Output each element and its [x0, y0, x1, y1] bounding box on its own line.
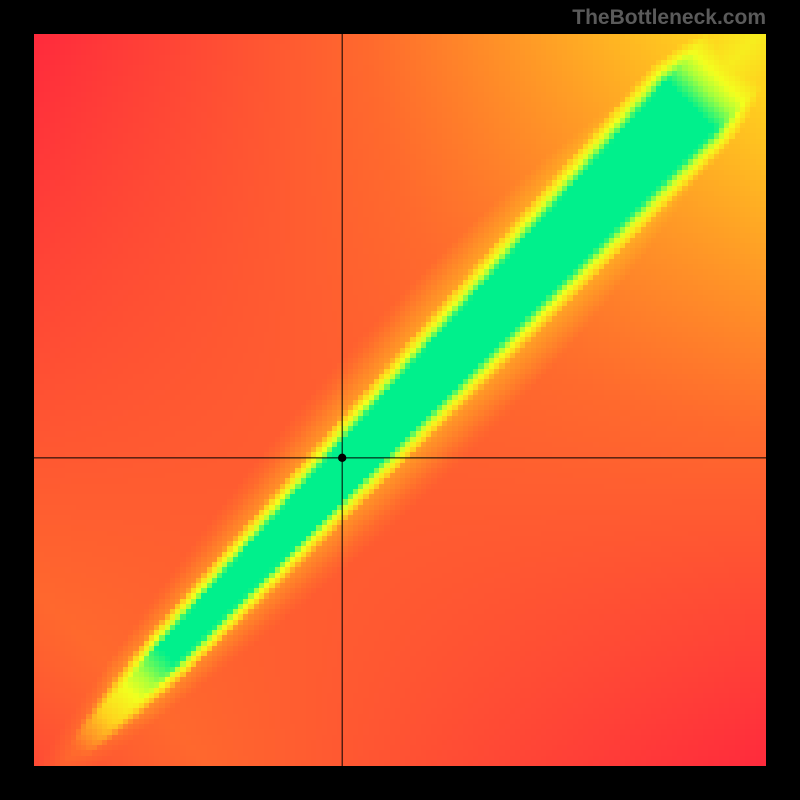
plot-area [34, 34, 766, 766]
heatmap-canvas [34, 34, 766, 766]
attribution-text: TheBottleneck.com [572, 6, 766, 30]
